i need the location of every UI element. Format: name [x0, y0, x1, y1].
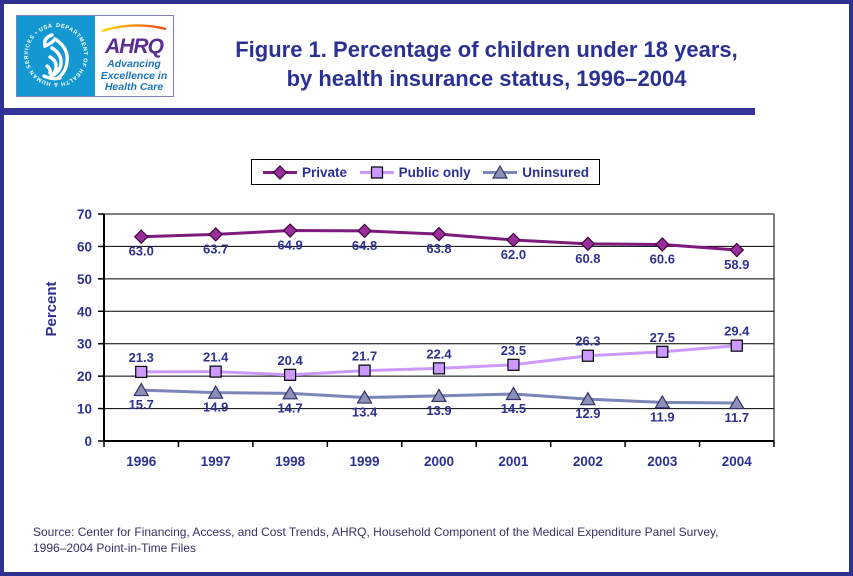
series-data-labels-private: 63.0 63.7 64.9 64.8 63.8 62.0 60.8 60.6 58.9 — [129, 238, 750, 272]
legend-label: Public only — [398, 164, 471, 180]
svg-text:14.7: 14.7 — [277, 400, 302, 415]
tagline-line3: Health Care — [104, 81, 164, 93]
figure-title-line1: Figure 1. Percentage of children under 1… — [235, 37, 738, 62]
ahrq-tagline: Advancing Excellence in Health Care — [95, 58, 173, 94]
legend-marker-square-icon — [359, 165, 394, 179]
svg-text:63.8: 63.8 — [426, 241, 451, 256]
svg-text:27.5: 27.5 — [650, 330, 675, 345]
svg-text:63.7: 63.7 — [203, 241, 228, 256]
svg-text:62.0: 62.0 — [501, 247, 526, 262]
svg-text:14.9: 14.9 — [203, 400, 228, 415]
figure-title: Figure 1. Percentage of children under 1… — [164, 35, 809, 93]
svg-text:0: 0 — [84, 434, 92, 449]
svg-text:50: 50 — [77, 272, 92, 287]
svg-text:60: 60 — [77, 239, 92, 254]
svg-text:60.8: 60.8 — [575, 251, 600, 266]
svg-text:1999: 1999 — [350, 454, 380, 469]
svg-text:20.4: 20.4 — [277, 353, 303, 368]
svg-text:40: 40 — [77, 304, 92, 319]
legend-item-uninsured: Uninsured — [482, 164, 589, 180]
svg-text:23.5: 23.5 — [501, 343, 526, 358]
legend-item-private: Private — [262, 165, 347, 180]
ahrq-arc-icon — [101, 24, 167, 33]
svg-text:29.4: 29.4 — [724, 324, 750, 339]
series-markers-public-only — [135, 339, 743, 381]
legend-label: Private — [302, 164, 348, 180]
svg-text:21.3: 21.3 — [129, 350, 154, 365]
svg-text:1996: 1996 — [126, 454, 157, 469]
svg-text:2001: 2001 — [498, 454, 529, 469]
series-markers-private — [133, 223, 745, 258]
svg-text:64.8: 64.8 — [352, 238, 377, 253]
svg-text:30: 30 — [77, 337, 92, 352]
axes — [98, 213, 775, 447]
tagline-line2: Excellence in — [100, 69, 168, 82]
svg-text:20: 20 — [77, 369, 92, 384]
line-chart: 0 10 20 30 40 50 60 70 1996 1997 1998 1999 2000 2001 2… — [43, 207, 775, 469]
svg-text:1997: 1997 — [201, 454, 231, 469]
legend-marker-triangle-icon — [483, 164, 518, 179]
source-line1: Source: Center for Financing, Access, an… — [33, 525, 719, 539]
svg-text:58.9: 58.9 — [724, 257, 749, 272]
series-data-labels-uninsured: 15.7 14.9 14.7 13.4 13.9 14.5 12.9 11.9 11.7 — [129, 397, 750, 425]
svg-text:60.6: 60.6 — [650, 251, 675, 266]
svg-text:70: 70 — [77, 207, 92, 222]
svg-text:11.9: 11.9 — [650, 409, 675, 424]
x-tick-labels: 1996 1997 1998 1999 2000 2001 2002 2003 2004 — [126, 454, 752, 469]
y-tick-labels: 0 10 20 30 40 50 60 70 — [77, 207, 92, 449]
svg-text:21.4: 21.4 — [203, 350, 229, 365]
source-note: Source: Center for Financing, Access, an… — [33, 524, 718, 556]
svg-text:63.0: 63.0 — [129, 244, 154, 259]
header-divider-bar — [4, 108, 755, 115]
svg-text:21.7: 21.7 — [352, 349, 377, 364]
svg-text:13.4: 13.4 — [352, 405, 378, 420]
svg-text:13.9: 13.9 — [426, 403, 451, 418]
svg-text:10: 10 — [77, 402, 92, 417]
svg-text:2003: 2003 — [647, 454, 678, 469]
svg-text:22.4: 22.4 — [426, 346, 452, 361]
figure-title-line2: by health insurance status, 1996–2004 — [286, 66, 687, 91]
source-line2: 1996–2004 Point-in-Time Files — [33, 541, 196, 555]
y-axis-title: Percent — [43, 281, 60, 336]
svg-text:2004: 2004 — [722, 454, 753, 469]
legend-marker-diamond-icon — [263, 164, 297, 180]
ahrq-logo-block: AHRQ Advancing Excellence in Health Care — [95, 16, 173, 96]
series-markers-uninsured — [133, 382, 745, 410]
svg-text:2002: 2002 — [573, 454, 603, 469]
legend-label: Uninsured — [522, 164, 589, 180]
hhs-seal-icon: DEPARTMENT OF HEALTH & HUMAN SERVICES • … — [17, 16, 95, 96]
svg-text:14.5: 14.5 — [501, 401, 526, 416]
ahrq-wordmark: AHRQ — [105, 35, 164, 58]
hhs-eagle-icon: DEPARTMENT OF HEALTH & HUMAN SERVICES • … — [24, 23, 88, 87]
svg-text:26.3: 26.3 — [575, 334, 600, 349]
legend-item-public-only: Public only — [359, 165, 471, 180]
hhs-ahrq-logo: DEPARTMENT OF HEALTH & HUMAN SERVICES • … — [16, 15, 174, 97]
svg-text:64.9: 64.9 — [277, 238, 302, 253]
eagle-glyph — [42, 33, 69, 81]
series-data-labels-public-only: 21.3 21.4 20.4 21.7 22.4 23.5 26.3 27.5 29.4 — [129, 324, 751, 368]
svg-text:11.7: 11.7 — [724, 410, 749, 425]
svg-text:1998: 1998 — [275, 454, 306, 469]
svg-text:15.7: 15.7 — [129, 397, 154, 412]
chart-legend: Private Public only Uninsured — [251, 159, 600, 185]
svg-text:12.9: 12.9 — [575, 406, 600, 421]
svg-text:2000: 2000 — [424, 454, 454, 469]
tagline-line1: Advancing — [107, 58, 161, 70]
